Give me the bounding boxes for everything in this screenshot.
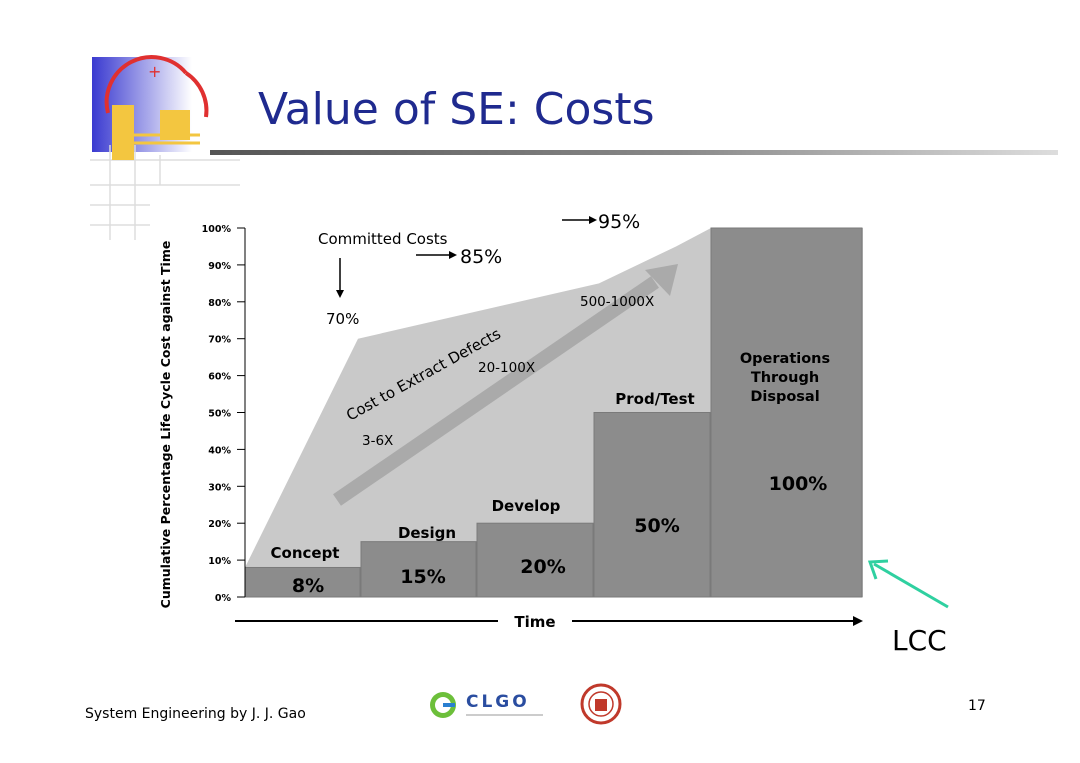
lcc-label: LCC: [892, 624, 947, 657]
cost-chart: Concept Design Develop Prod/Test Operations T…: [158, 211, 863, 631]
value-label-2: 20%: [520, 556, 565, 578]
value-label-4: 100%: [769, 473, 828, 495]
defect-cost-arrow-band: [333, 276, 659, 506]
multiplier-label-2: 500-1000X: [580, 294, 654, 310]
committed-95-arrowhead: [589, 216, 597, 224]
y-tick-label-7: 70%: [208, 335, 231, 346]
category-label-0: Concept: [271, 544, 340, 562]
y-tick-label-1: 10%: [208, 556, 231, 567]
bar-0: [244, 566, 361, 598]
clgo-logo-text: CLGO: [466, 692, 530, 712]
x-axis-title: Time: [514, 613, 555, 631]
category-label-3: Prod/Test: [615, 390, 694, 408]
multiplier-label-0: 3-6X: [362, 433, 393, 449]
bar-3: [593, 412, 711, 598]
bars-group: Concept Design Develop Prod/Test Operations T…: [244, 227, 863, 598]
clgo-logo: CLGO: [430, 692, 543, 718]
committed-label-95: 95%: [598, 211, 640, 233]
page-number: 17: [968, 698, 986, 714]
bar-2: [476, 522, 594, 598]
y-axis-title: Cumulative Percentage Life Cycle Cost ag…: [158, 241, 173, 609]
y-tick-label-2: 20%: [208, 519, 231, 530]
slide-title: Value of SE: Costs: [258, 84, 655, 135]
slide-logo-icon: +: [90, 55, 240, 240]
footer-author: System Engineering by J. J. Gao: [85, 706, 306, 722]
value-label-0: 8%: [292, 575, 324, 597]
defect-cost-arrow-head: [645, 264, 678, 296]
committed-label-70: 70%: [326, 310, 359, 328]
y-tick-label-6: 60%: [208, 372, 231, 383]
title-divider: [210, 150, 1058, 155]
lcc-arrow-icon: [867, 559, 949, 609]
university-seal-icon: [580, 683, 622, 725]
bar-4: [710, 227, 863, 598]
svg-text:+: +: [148, 62, 161, 81]
category-label-1: Design: [398, 524, 456, 542]
committed-85-arrowhead: [449, 251, 457, 259]
y-tick-label-5: 50%: [208, 409, 231, 420]
y-tick-label-8: 80%: [208, 298, 231, 309]
x-axis-arrowhead: [853, 616, 863, 626]
bar-1: [360, 541, 477, 598]
y-axis: 0% 10% 20% 30% 40% 50% 60% 70% 80% 90% 100% Cumulat…: [158, 224, 863, 631]
committed-70-arrowhead: [336, 290, 344, 298]
committed-costs-label: Committed Costs: [318, 230, 448, 248]
y-tick-label-4: 40%: [208, 445, 231, 456]
value-label-3: 50%: [634, 515, 679, 537]
value-label-1: 15%: [400, 566, 445, 588]
committed-label-85: 85%: [460, 246, 502, 268]
y-tick-label-9: 90%: [208, 261, 231, 272]
category-label-2: Develop: [492, 497, 561, 515]
multiplier-label-1: 20-100X: [478, 360, 535, 376]
y-tick-label-10: 100%: [202, 224, 232, 235]
y-tick-label-3: 30%: [208, 482, 231, 493]
category-label-4: Operations Through Disposal: [740, 351, 830, 405]
y-tick-label-0: 0%: [215, 593, 232, 604]
